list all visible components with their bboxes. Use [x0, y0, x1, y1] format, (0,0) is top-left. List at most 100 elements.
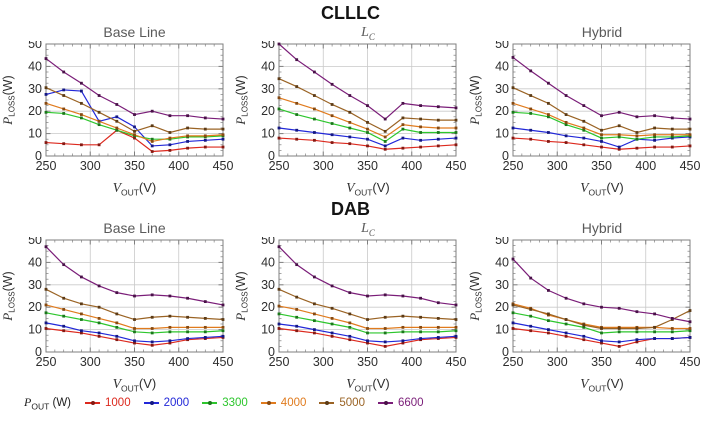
x-axis-label-unit: (V) — [138, 376, 157, 391]
data-point-marker — [383, 140, 387, 143]
data-point-marker — [115, 126, 119, 130]
data-point-marker — [277, 136, 281, 140]
data-point-marker — [150, 340, 154, 344]
data-point-marker — [529, 308, 533, 311]
x-tick-label: 300 — [547, 159, 568, 173]
y-tick-label: 20 — [261, 104, 275, 118]
data-point-marker — [186, 325, 189, 329]
data-point-marker — [133, 339, 136, 343]
y-tick-label: 0 — [502, 149, 509, 163]
x-tick-label: 450 — [213, 159, 233, 173]
data-point-marker — [564, 322, 568, 326]
data-point-marker — [600, 140, 603, 143]
row-clllc: Base Line 250 300 350 400 450 0 10 20 30 40 50 PLOS… — [0, 24, 701, 198]
x-axis-label-symbol: V — [346, 376, 355, 391]
data-point-marker — [168, 339, 172, 343]
data-point-marker — [97, 305, 101, 309]
data-point-marker — [511, 303, 515, 307]
x-axis-label: VOUT(V) — [0, 180, 233, 198]
data-point-marker — [366, 331, 369, 335]
legend-label: 6600 — [397, 397, 424, 410]
data-point-marker — [635, 327, 639, 330]
data-point-marker — [564, 123, 568, 127]
y-tick-label: 10 — [261, 127, 275, 141]
data-point-marker — [330, 141, 334, 144]
y-tick-label: 20 — [495, 104, 509, 118]
data-point-marker — [186, 315, 189, 319]
data-point-marker — [383, 117, 387, 121]
data-point-marker — [80, 116, 83, 120]
data-point-marker — [150, 144, 154, 148]
data-point-marker — [635, 338, 639, 342]
data-point-marker — [133, 129, 136, 133]
data-point-marker — [582, 128, 586, 132]
data-point-marker — [635, 310, 639, 314]
x-axis-label-symbol: V — [112, 180, 121, 195]
data-point-marker — [80, 331, 83, 335]
data-point-marker — [419, 145, 422, 149]
data-point-marker — [670, 327, 674, 330]
data-point-marker — [547, 328, 550, 331]
data-point-marker — [436, 336, 440, 339]
data-point-marker — [635, 131, 639, 134]
data-point-marker — [97, 284, 101, 288]
data-point-marker — [150, 124, 154, 128]
data-point-marker — [688, 127, 692, 131]
plot-title-clllc-lc: LC — [361, 25, 375, 42]
y-tick-label: 0 — [268, 345, 275, 359]
data-point-marker — [348, 126, 352, 130]
x-axis-label-unit: (V) — [606, 376, 624, 391]
plot-cell-dab-lc: LC 250 300 350 400 450 0 10 20 30 40 50 PLOSS(W) VO… — [233, 220, 467, 394]
data-point-marker — [168, 341, 172, 345]
x-axis-label-unit: (V) — [606, 180, 624, 195]
data-point-marker — [44, 110, 48, 114]
x-tick-label: 300 — [80, 159, 101, 173]
data-point-marker — [401, 341, 405, 345]
y-tick-label: 50 — [28, 237, 42, 247]
x-axis-label-unit: (V) — [372, 376, 390, 391]
data-point-marker — [150, 140, 154, 143]
y-axis-label: PLOSS(W) — [0, 271, 17, 321]
data-point-marker — [277, 287, 281, 291]
data-point-marker — [203, 325, 207, 329]
data-point-marker — [295, 113, 299, 116]
data-point-marker — [547, 81, 550, 85]
data-point-marker — [617, 306, 621, 310]
data-point-marker — [295, 58, 299, 62]
data-point-marker — [653, 138, 656, 142]
data-point-marker — [454, 325, 458, 329]
data-point-marker — [62, 94, 66, 97]
data-point-marker — [600, 128, 603, 132]
plot-dab-baseline: 250 300 350 400 450 0 10 20 30 40 50 PLOSS(W) — [0, 237, 233, 369]
legend-entry-1000: 1000 — [85, 397, 131, 409]
data-point-marker — [330, 114, 334, 118]
data-point-marker — [168, 136, 172, 140]
data-point-marker — [511, 257, 515, 261]
x-axis-label-symbol: V — [346, 180, 355, 195]
data-point-marker — [511, 56, 515, 59]
x-tick-label: 250 — [269, 355, 290, 369]
data-point-marker — [547, 101, 550, 105]
data-point-marker — [186, 146, 189, 150]
data-point-marker — [97, 331, 101, 335]
data-point-marker — [383, 147, 387, 151]
x-tick-label: 350 — [357, 159, 378, 173]
x-axis-label-subscript: OUT — [354, 187, 373, 198]
data-point-marker — [44, 287, 48, 291]
data-point-marker — [80, 318, 83, 321]
plot-cell-clllc-hybrid: Hybrid 250 300 350 400 450 0 10 20 30 40 50 PLOSS(W… — [467, 24, 701, 198]
data-point-marker — [313, 70, 316, 74]
data-point-marker — [80, 312, 83, 316]
data-point-marker — [617, 147, 621, 151]
x-axis-label-symbol: V — [580, 376, 589, 391]
x-axis-label-symbol: V — [580, 180, 589, 195]
x-axis-label-subscript: OUT — [354, 383, 373, 394]
data-point-marker — [133, 113, 136, 116]
data-point-marker — [436, 325, 440, 329]
data-point-marker — [635, 146, 639, 150]
y-tick-label: 50 — [495, 41, 509, 51]
data-point-marker — [383, 345, 387, 348]
data-point-marker — [133, 133, 136, 137]
data-point-marker — [529, 128, 533, 132]
